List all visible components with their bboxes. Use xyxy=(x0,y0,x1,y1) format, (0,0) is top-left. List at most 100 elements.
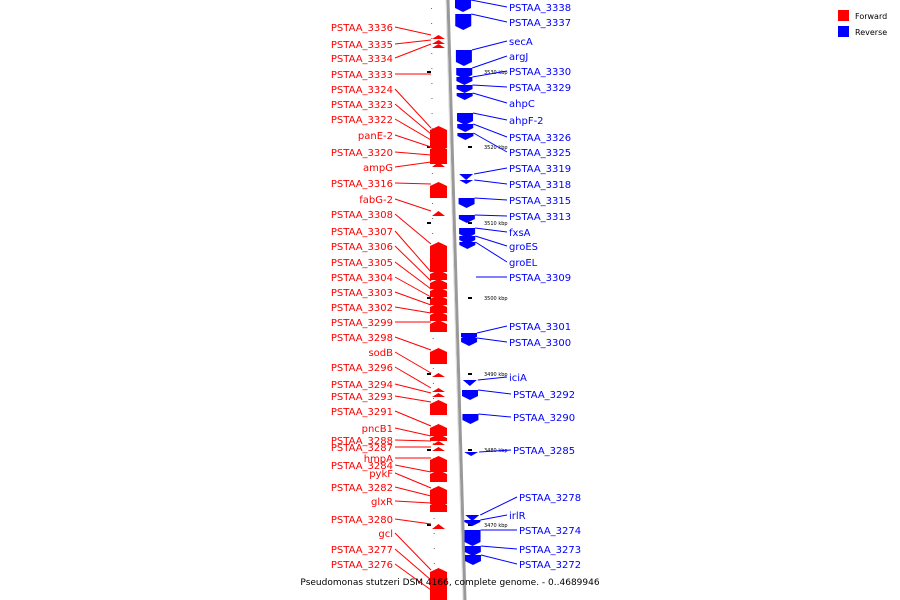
forward-gene-pstaa-3298[interactable]: PSTAA_3298 xyxy=(331,333,447,364)
reverse-gene-label[interactable]: PSTAA_3318 xyxy=(509,180,571,191)
reverse-gene-pstaa-3325[interactable]: PSTAA_3325 xyxy=(457,132,571,159)
reverse-gene-groel[interactable]: groEL xyxy=(459,241,538,269)
forward-gene-glxr[interactable]: glxR xyxy=(371,497,447,512)
reverse-gene-shape[interactable] xyxy=(458,198,475,208)
forward-gene-pstaa-3336[interactable]: PSTAA_3336 xyxy=(331,23,445,39)
reverse-gene-label[interactable]: iciA xyxy=(509,373,527,384)
forward-gene-pykf[interactable]: pykF xyxy=(369,469,447,498)
reverse-gene-shape[interactable] xyxy=(459,174,474,180)
forward-gene-pstaa-3304[interactable]: PSTAA_3304 xyxy=(331,273,447,305)
reverse-gene-pstaa-3285[interactable]: PSTAA_3285 xyxy=(464,446,575,457)
reverse-gene-argj[interactable]: argJ xyxy=(456,52,528,79)
forward-gene-label[interactable]: PSTAA_3316 xyxy=(331,179,393,190)
forward-gene-label[interactable]: panE-2 xyxy=(358,131,393,142)
forward-gene-pstaa-3322[interactable]: PSTAA_3322 xyxy=(331,115,447,148)
reverse-gene-pstaa-3292[interactable]: PSTAA_3292 xyxy=(462,389,575,401)
forward-gene-shape[interactable] xyxy=(430,311,447,321)
forward-gene-pstaa-3303[interactable]: PSTAA_3303 xyxy=(331,288,447,313)
reverse-gene-shape[interactable] xyxy=(462,390,479,400)
reverse-gene-shape[interactable] xyxy=(465,515,480,521)
forward-gene-label[interactable]: glxR xyxy=(371,497,393,508)
reverse-gene-label[interactable]: PSTAA_3272 xyxy=(519,560,581,571)
forward-gene-shape[interactable] xyxy=(432,211,445,216)
reverse-gene-label[interactable]: argJ xyxy=(509,52,528,63)
forward-gene-shape[interactable] xyxy=(430,400,447,415)
forward-gene-label[interactable]: pncB1 xyxy=(362,424,393,435)
forward-gene-hmpa[interactable]: hmpA xyxy=(364,454,447,472)
forward-gene-label[interactable]: PSTAA_3298 xyxy=(331,333,393,344)
forward-gene-label[interactable]: PSTAA_3335 xyxy=(331,40,393,51)
forward-gene-label[interactable]: ampG xyxy=(363,163,393,174)
forward-gene-label[interactable]: PSTAA_3324 xyxy=(331,85,393,96)
reverse-gene-shape[interactable] xyxy=(459,228,476,238)
reverse-gene-label[interactable]: PSTAA_3309 xyxy=(509,273,571,284)
reverse-gene-label[interactable]: PSTAA_3325 xyxy=(509,148,571,159)
reverse-gene-pstaa-3274[interactable]: PSTAA_3274 xyxy=(464,526,582,546)
forward-gene-shape[interactable] xyxy=(430,126,447,136)
reverse-gene-pstaa-3309[interactable]: PSTAA_3309 xyxy=(475,273,571,284)
reverse-gene-pstaa-3290[interactable]: PSTAA_3290 xyxy=(462,413,575,424)
reverse-gene-shape[interactable] xyxy=(456,85,473,93)
reverse-gene-label[interactable]: ahpF-2 xyxy=(509,116,544,127)
reverse-gene-pstaa-3273[interactable]: PSTAA_3273 xyxy=(464,545,581,556)
forward-gene-label[interactable]: PSTAA_3334 xyxy=(331,54,393,65)
forward-gene-shape[interactable] xyxy=(430,434,447,441)
forward-gene-shape[interactable] xyxy=(430,242,447,272)
reverse-gene-shape[interactable] xyxy=(459,242,476,249)
reverse-gene-label[interactable]: PSTAA_3330 xyxy=(509,67,571,78)
forward-gene-shape[interactable] xyxy=(432,162,445,167)
forward-gene-label[interactable]: PSTAA_3333 xyxy=(331,70,393,81)
forward-gene-pstaa-3299[interactable]: PSTAA_3299 xyxy=(331,318,447,332)
forward-gene-shape[interactable] xyxy=(430,588,447,600)
forward-gene-label[interactable]: PSTAA_3320 xyxy=(331,148,393,159)
forward-gene-label[interactable]: PSTAA_3282 xyxy=(331,483,393,494)
reverse-gene-label[interactable]: PSTAA_3273 xyxy=(519,545,581,556)
reverse-gene-pstaa-3319[interactable]: PSTAA_3319 xyxy=(459,164,571,180)
forward-gene-pstaa-3305[interactable]: PSTAA_3305 xyxy=(331,258,447,297)
forward-gene-pstaa-3296[interactable]: PSTAA_3296 xyxy=(331,363,445,392)
forward-gene-label[interactable]: PSTAA_3306 xyxy=(331,242,393,253)
forward-gene-pstaa-3277[interactable]: PSTAA_3277 xyxy=(331,545,447,600)
forward-gene-shape[interactable] xyxy=(430,486,447,498)
forward-gene-shape[interactable] xyxy=(430,153,447,164)
forward-gene-shape[interactable] xyxy=(430,138,447,148)
reverse-gene-shape[interactable] xyxy=(455,50,472,66)
reverse-gene-pstaa-3278[interactable]: PSTAA_3278 xyxy=(465,493,581,521)
forward-gene-shape[interactable] xyxy=(432,447,445,451)
reverse-gene-shape[interactable] xyxy=(462,414,479,424)
reverse-gene-label[interactable]: PSTAA_3313 xyxy=(509,212,571,223)
forward-gene-label[interactable]: sodB xyxy=(368,348,393,359)
reverse-gene-label[interactable]: PSTAA_3274 xyxy=(519,526,581,537)
reverse-gene-shape[interactable] xyxy=(456,68,473,79)
reverse-gene-pstaa-3330[interactable]: PSTAA_3330 xyxy=(456,67,571,85)
forward-gene-sodb[interactable]: sodB xyxy=(368,348,445,377)
forward-gene-shape[interactable] xyxy=(430,470,447,482)
forward-gene-label[interactable]: PSTAA_3302 xyxy=(331,303,393,314)
forward-gene-shape[interactable] xyxy=(432,35,445,39)
reverse-gene-shape[interactable] xyxy=(458,215,475,223)
forward-gene-pstaa-3284[interactable]: PSTAA_3284 xyxy=(331,461,447,482)
reverse-gene-shape[interactable] xyxy=(464,452,479,456)
reverse-gene-label[interactable]: fxsA xyxy=(509,228,531,239)
forward-gene-shape[interactable] xyxy=(430,279,447,289)
reverse-gene-ahpc[interactable]: ahpC xyxy=(456,92,535,110)
reverse-gene-ahpf-2[interactable]: ahpF-2 xyxy=(457,112,544,127)
forward-gene-shape[interactable] xyxy=(430,132,447,142)
forward-gene-shape[interactable] xyxy=(430,145,447,157)
forward-gene-label[interactable]: PSTAA_3280 xyxy=(331,515,393,526)
forward-gene-label[interactable]: hmpA xyxy=(364,454,393,465)
forward-gene-label[interactable]: PSTAA_3288 xyxy=(331,436,393,447)
forward-gene-pstaa-3335[interactable]: PSTAA_3335 xyxy=(331,39,445,51)
forward-gene-shape[interactable] xyxy=(432,524,445,529)
forward-gene-label[interactable]: PSTAA_3276 xyxy=(331,560,393,571)
forward-gene-pstaa-3291[interactable]: PSTAA_3291 xyxy=(331,407,447,436)
reverse-gene-label[interactable]: ahpC xyxy=(509,99,535,110)
forward-gene-label[interactable]: fabG-2 xyxy=(359,195,393,206)
forward-gene-label[interactable]: PSTAA_3291 xyxy=(331,407,393,418)
forward-gene-pstaa-3308[interactable]: PSTAA_3308 xyxy=(331,210,447,272)
forward-gene-pstaa-3287[interactable]: PSTAA_3287 xyxy=(331,443,445,454)
reverse-gene-pstaa-3318[interactable]: PSTAA_3318 xyxy=(459,179,571,191)
forward-gene-label[interactable]: gcl xyxy=(378,529,393,540)
forward-gene-label[interactable]: PSTAA_3336 xyxy=(331,23,393,34)
reverse-gene-label[interactable]: PSTAA_3326 xyxy=(509,133,571,144)
